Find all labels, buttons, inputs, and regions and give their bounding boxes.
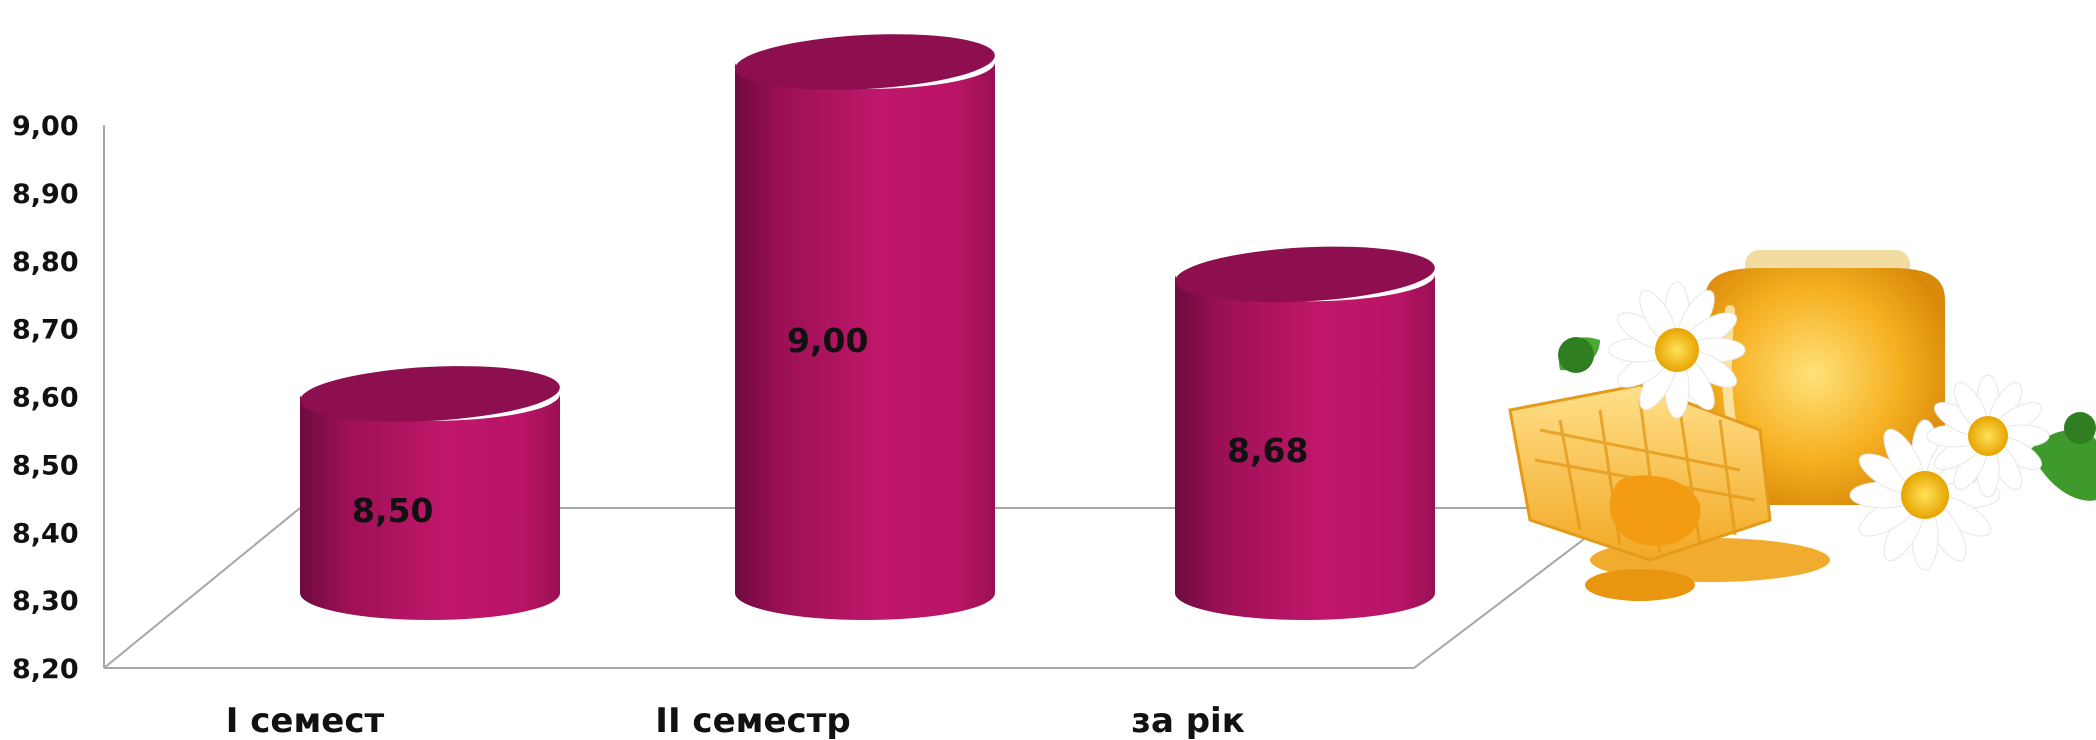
- category-label: за рік: [1131, 701, 1245, 740]
- y-tick-label: 8,80: [12, 247, 79, 278]
- bar-top: [1175, 246, 1435, 303]
- bar: [300, 366, 560, 620]
- data-label: 8,50: [352, 491, 433, 530]
- floor-left-edge: [103, 507, 301, 669]
- bar: [735, 34, 995, 620]
- y-tick-label: 8,40: [12, 518, 79, 549]
- y-tick-label: 8,30: [12, 586, 79, 617]
- category-label: II семестр: [655, 701, 850, 740]
- y-tick-labels: 8,20 8,30 8,40 8,50 8,60 8,70 8,80 8,90 9,00: [12, 111, 79, 685]
- bar-top: [300, 366, 560, 422]
- y-tick-label: 9,00: [12, 111, 79, 142]
- y-tick-label: 8,50: [12, 450, 79, 481]
- bar: [1175, 246, 1435, 620]
- bar-top: [735, 34, 995, 90]
- honey-jar-honeycomb-daisies-icon: [1508, 250, 2096, 601]
- data-label: 9,00: [787, 321, 868, 360]
- bar-body: [735, 62, 995, 620]
- category-labels: I семест II семестр за рік: [226, 701, 1245, 740]
- bar-body: [1175, 274, 1435, 620]
- y-tick-label: 8,70: [12, 315, 79, 346]
- bars: [300, 34, 1435, 620]
- data-labels: 8,50 9,00 8,68: [352, 321, 1308, 530]
- bar-body: [300, 393, 560, 620]
- y-tick-label: 8,90: [12, 179, 79, 210]
- category-label: I семест: [226, 701, 385, 740]
- y-tick-label: 8,60: [12, 383, 79, 414]
- data-label: 8,68: [1227, 431, 1308, 470]
- y-tick-label: 8,20: [12, 654, 79, 685]
